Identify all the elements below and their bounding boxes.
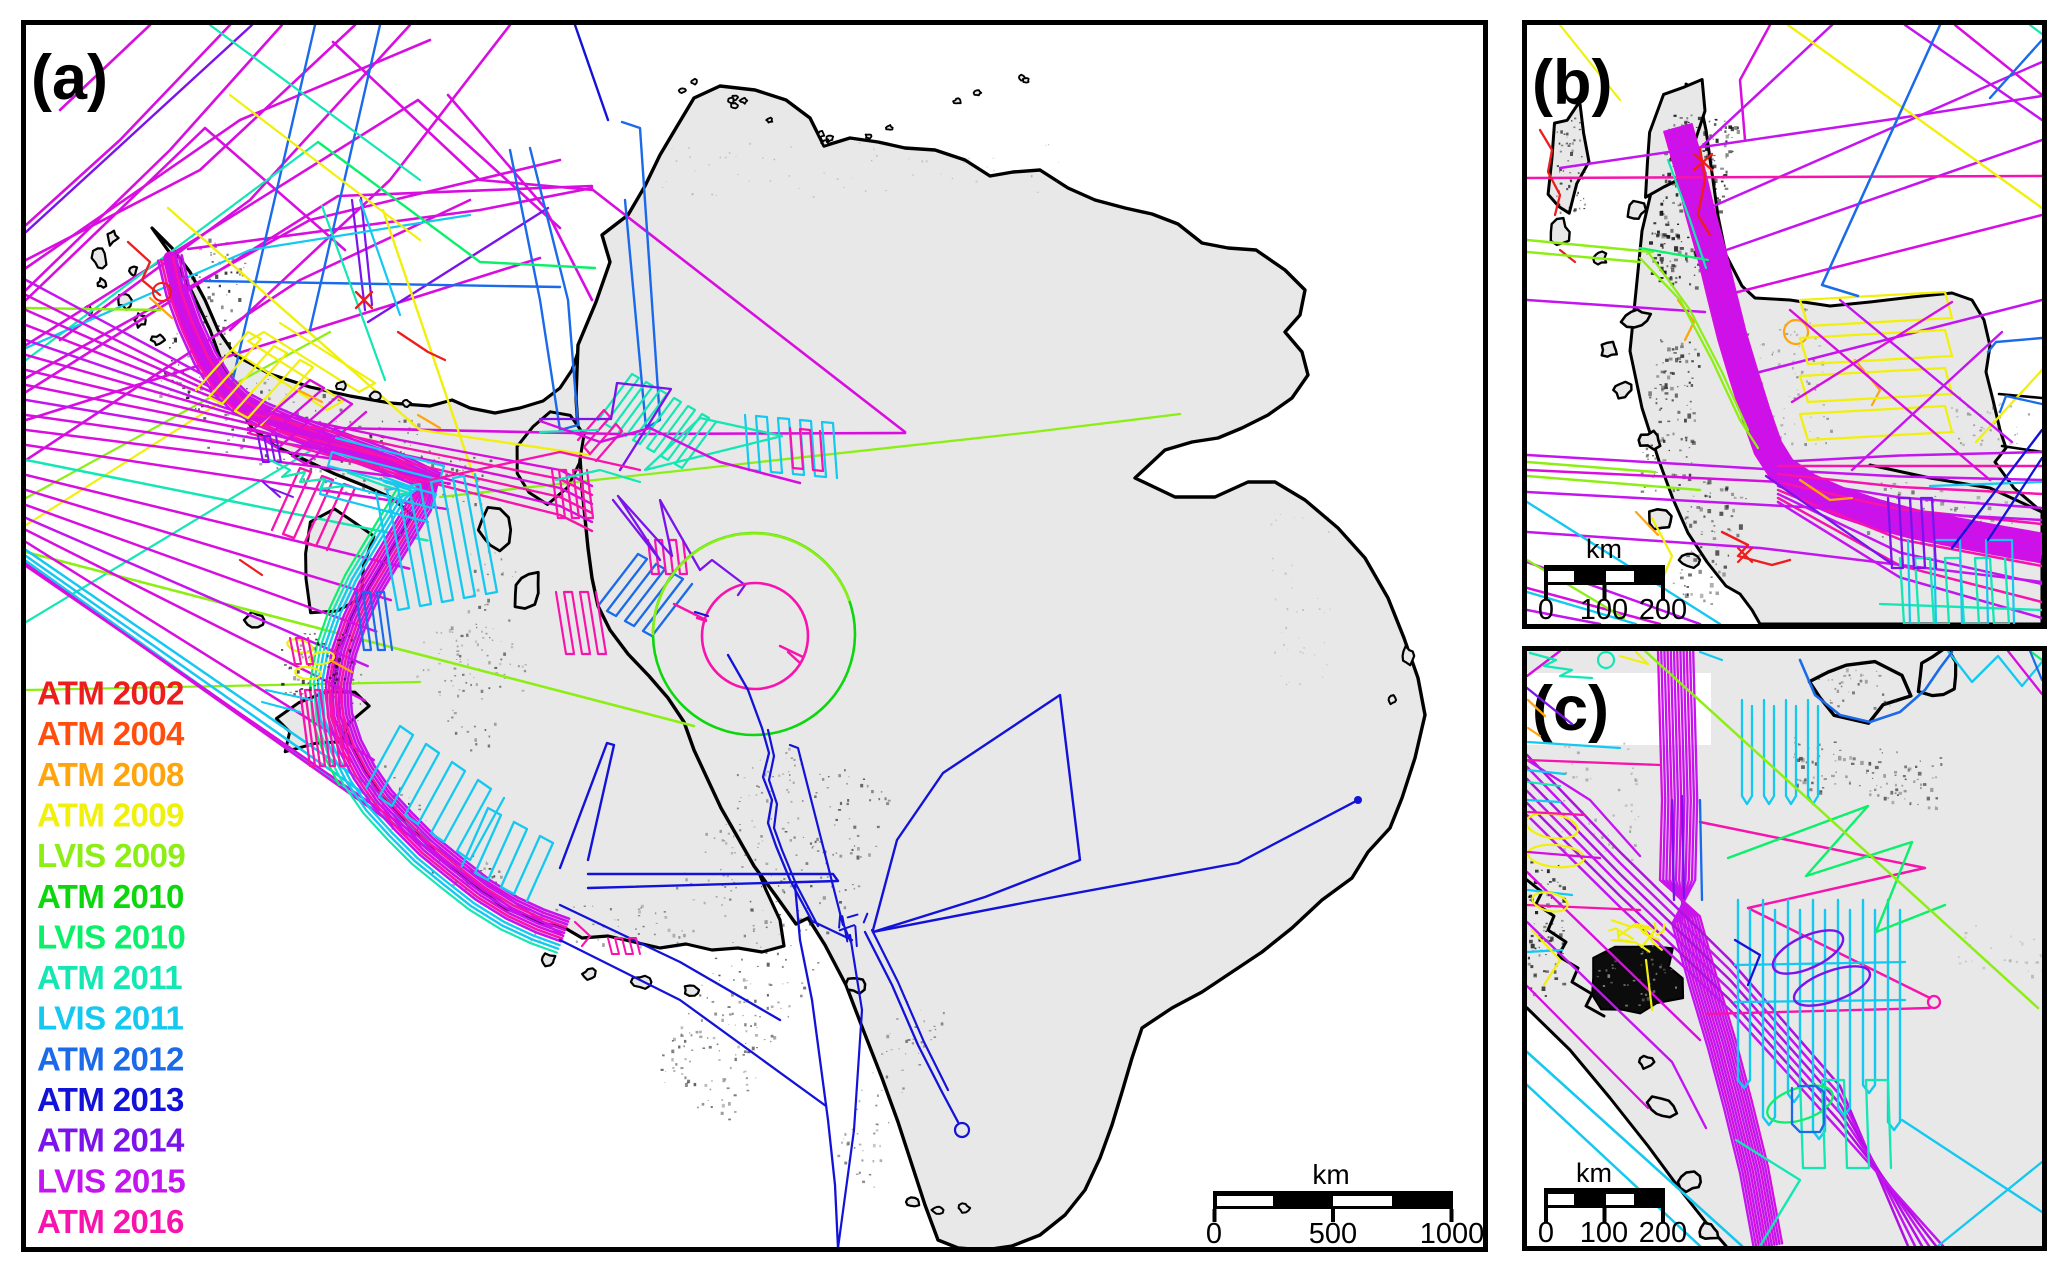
svg-text:LVIS 2010: LVIS 2010 xyxy=(37,918,185,955)
svg-text:km: km xyxy=(1586,534,1622,564)
svg-text:ATM 2009: ATM 2009 xyxy=(37,796,184,833)
svg-text:LVIS 2015: LVIS 2015 xyxy=(37,1162,185,1199)
svg-text:200: 200 xyxy=(1639,1217,1687,1249)
svg-text:ATM 2014: ATM 2014 xyxy=(37,1122,185,1159)
svg-text:200: 200 xyxy=(1639,594,1687,626)
svg-text:0: 0 xyxy=(1538,1217,1554,1249)
svg-text:km: km xyxy=(1576,1158,1612,1188)
svg-text:0: 0 xyxy=(1538,594,1554,626)
svg-text:(c): (c) xyxy=(1532,674,1609,744)
svg-text:ATM 2011: ATM 2011 xyxy=(37,959,182,996)
svg-text:100: 100 xyxy=(1580,594,1628,626)
svg-text:ATM 2016: ATM 2016 xyxy=(37,1203,184,1240)
svg-text:LVIS 2011: LVIS 2011 xyxy=(37,1000,184,1037)
svg-text:(b): (b) xyxy=(1532,48,1612,118)
svg-text:km: km xyxy=(1312,1159,1349,1190)
svg-text:500: 500 xyxy=(1309,1218,1357,1250)
svg-text:ATM 2012: ATM 2012 xyxy=(37,1040,184,1077)
svg-text:1000: 1000 xyxy=(1420,1218,1485,1250)
svg-text:ATM 2010: ATM 2010 xyxy=(37,878,184,915)
svg-text:ATM 2004: ATM 2004 xyxy=(37,715,185,752)
svg-text:ATM 2013: ATM 2013 xyxy=(37,1081,184,1118)
svg-text:LVIS 2009: LVIS 2009 xyxy=(37,837,185,874)
svg-text:ATM 2002: ATM 2002 xyxy=(37,675,184,712)
svg-text:100: 100 xyxy=(1580,1217,1628,1249)
svg-text:ATM 2008: ATM 2008 xyxy=(37,756,184,793)
svg-text:0: 0 xyxy=(1206,1218,1222,1250)
svg-text:(a): (a) xyxy=(31,43,108,113)
